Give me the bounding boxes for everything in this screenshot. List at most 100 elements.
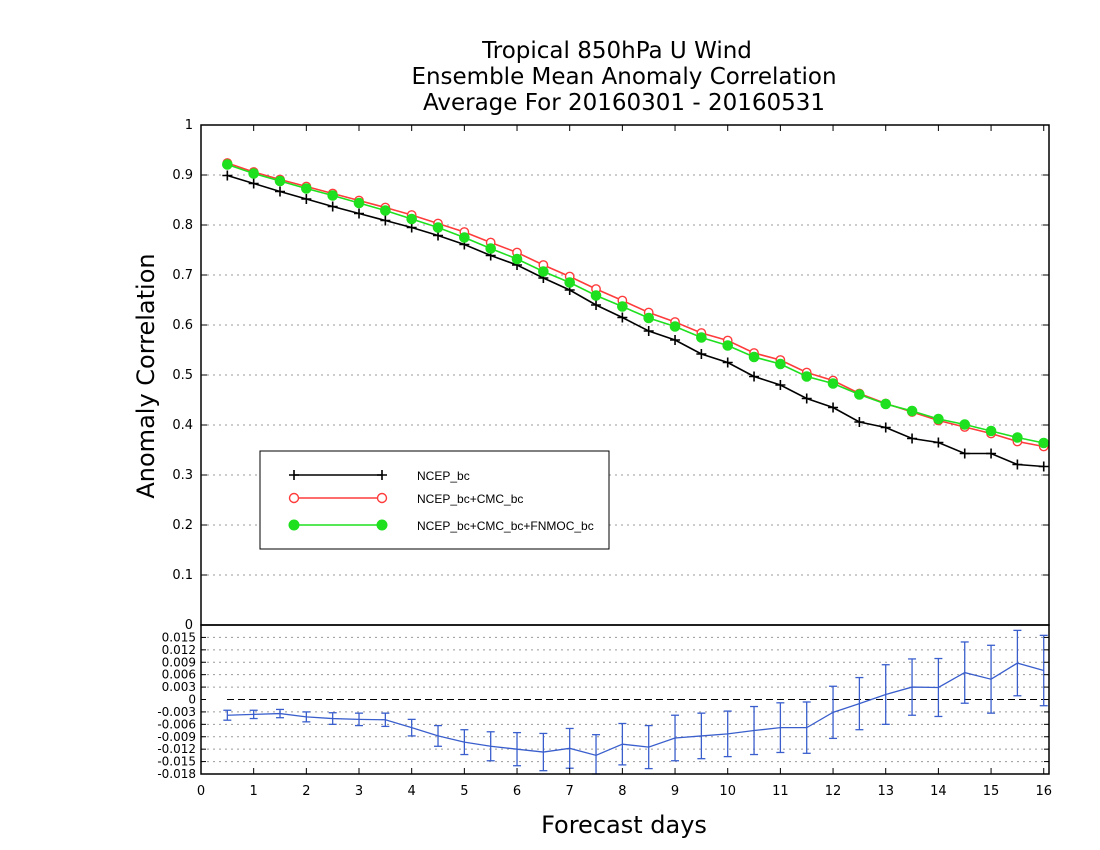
legend-label-ncep-cmc-fnmoc: NCEP_bc+CMC_bc+FNMOC_bc <box>417 519 594 533</box>
data-point-ncep-cmc-fnmoc <box>353 197 365 209</box>
top-y-tick-label: 0.2 <box>172 518 193 533</box>
data-point-ncep-cmc-fnmoc <box>1038 437 1050 449</box>
data-point-ncep-cmc-fnmoc <box>696 332 707 343</box>
bottom-y-tick-label: -0.009 <box>157 730 196 744</box>
legend-marker-open-circle <box>376 492 388 504</box>
data-point-ncep-bc <box>986 448 997 459</box>
data-point-ncep-cmc-fnmoc <box>274 175 286 187</box>
top-y-tick-label: 0.6 <box>172 318 193 333</box>
x-tick-label: 5 <box>460 784 468 799</box>
top-y-tick-label: 0.3 <box>172 468 193 483</box>
legend-marker-filled-circle <box>288 519 300 531</box>
bottom-y-tick-label: -0.012 <box>157 742 196 756</box>
difference-line <box>227 662 1044 757</box>
chart-title-line-2: Ensemble Mean Anomaly Correlation <box>411 64 836 90</box>
legend-box <box>259 450 610 550</box>
data-point-ncep-cmc-fnmoc <box>590 290 602 301</box>
data-point-ncep-bc <box>775 380 786 390</box>
data-point-ncep-cmc-fnmoc <box>248 168 259 179</box>
data-point-ncep-cmc-fnmoc <box>880 398 892 410</box>
data-point-ncep-bc <box>959 448 970 459</box>
bottom-y-tick-label: 0.009 <box>162 655 196 669</box>
data-point-ncep-bc <box>380 215 391 226</box>
data-point-ncep-cmc-fnmoc <box>511 253 523 265</box>
data-point-ncep-cmc-fnmoc <box>617 301 628 312</box>
data-point-ncep-cmc-fnmoc <box>801 371 813 382</box>
data-point-ncep-cmc-fnmoc <box>933 413 944 425</box>
bottom-panel-frame <box>200 624 1050 775</box>
data-point-ncep-bc <box>617 312 628 323</box>
data-point-ncep-cmc-fnmoc <box>854 389 865 400</box>
chart-title-line-3: Average For 20160301 - 20160531 <box>423 90 825 116</box>
bottom-y-tick-label: -0.015 <box>157 755 196 769</box>
data-point-ncep-cmc-fnmoc <box>459 232 470 243</box>
data-point-ncep-bc <box>248 178 259 189</box>
x-tick-label: 7 <box>566 784 574 799</box>
data-point-ncep-cmc-fnmoc <box>485 243 496 254</box>
data-point-ncep-bc <box>1012 459 1023 470</box>
x-tick-label: 4 <box>408 784 416 799</box>
x-tick-label: 9 <box>671 784 679 799</box>
data-point-ncep-cmc-fnmoc <box>1012 432 1023 443</box>
top-y-tick-label: 0.5 <box>172 368 193 383</box>
y-axis-label: Anomaly Correlation <box>132 253 160 498</box>
x-tick-label: 13 <box>877 784 894 799</box>
data-point-ncep-bc <box>880 422 891 433</box>
x-tick-label: 8 <box>618 784 626 799</box>
bottom-y-tick-label: 0.015 <box>162 630 196 644</box>
x-tick-label: 1 <box>250 784 258 799</box>
data-point-ncep-bc <box>1038 461 1049 472</box>
top-y-tick-label: 0.7 <box>172 268 193 283</box>
bottom-y-tick-label: 0.006 <box>162 668 196 682</box>
data-point-ncep-cmc-fnmoc <box>406 213 417 225</box>
top-y-tick-label: 0.1 <box>172 568 193 583</box>
data-point-ncep-cmc-fnmoc <box>748 351 760 363</box>
x-tick-label: 2 <box>302 784 310 799</box>
legend-label-ncep-bc: NCEP_bc <box>417 469 470 483</box>
data-point-ncep-bc <box>222 170 233 181</box>
data-point-ncep-bc <box>696 349 707 359</box>
bottom-y-tick-label: 0 <box>188 693 196 707</box>
data-point-ncep-bc <box>670 335 681 345</box>
data-point-ncep-cmc-fnmoc <box>432 222 444 233</box>
bottom-y-tick-label: -0.018 <box>157 767 196 781</box>
legend-marker-filled-circle <box>376 519 388 531</box>
x-tick-label: 14 <box>930 784 947 799</box>
top-panel-series <box>222 158 1050 472</box>
data-point-ncep-cmc-fnmoc <box>827 378 839 389</box>
legend-marker-plus <box>289 470 299 480</box>
top-y-tick-label: 0.4 <box>172 418 193 433</box>
data-point-ncep-bc <box>327 201 338 212</box>
data-point-ncep-bc <box>354 208 365 219</box>
data-point-ncep-bc <box>591 300 602 310</box>
x-tick-label: 15 <box>983 784 1000 799</box>
data-point-ncep-cmc-fnmoc <box>327 190 338 201</box>
data-point-ncep-bc <box>854 417 865 427</box>
data-point-ncep-bc <box>722 357 733 368</box>
legend-marker-plus <box>377 470 387 480</box>
data-point-ncep-bc <box>907 433 918 444</box>
bottom-y-tick-label: 0.012 <box>162 643 196 657</box>
data-point-ncep-cmc-fnmoc <box>906 405 918 417</box>
x-tick-label: 10 <box>719 784 736 799</box>
chart-title-line-1: Tropical 850hPa U Wind <box>481 38 752 64</box>
x-tick-label: 11 <box>772 784 789 799</box>
data-point-ncep-bc <box>828 402 839 413</box>
data-point-ncep-cmc-fnmoc <box>959 419 971 430</box>
data-point-ncep-bc <box>801 393 812 404</box>
bottom-y-tick-label: 0.003 <box>162 680 196 694</box>
legend: NCEP_bc NCEP_bc+CMC_bc NCEP_bc+CMC_bc+FN… <box>259 450 610 550</box>
x-tick-label: 12 <box>825 784 842 799</box>
legend-marker-open-circle <box>288 492 300 504</box>
data-point-ncep-cmc-fnmoc <box>722 340 734 351</box>
data-point-ncep-cmc-fnmoc <box>564 277 575 288</box>
data-point-ncep-cmc-fnmoc <box>380 205 391 216</box>
data-point-ncep-bc <box>275 186 286 197</box>
axis-ticks: 00.10.20.30.40.50.60.70.80.91-0.018-0.01… <box>157 118 1052 799</box>
legend-label-ncep-cmc: NCEP_bc+CMC_bc <box>417 492 523 506</box>
x-tick-label: 0 <box>197 784 205 799</box>
data-point-ncep-cmc-fnmoc <box>985 425 997 437</box>
top-y-tick-label: 0.9 <box>172 168 193 183</box>
data-point-ncep-cmc-fnmoc <box>301 183 312 194</box>
